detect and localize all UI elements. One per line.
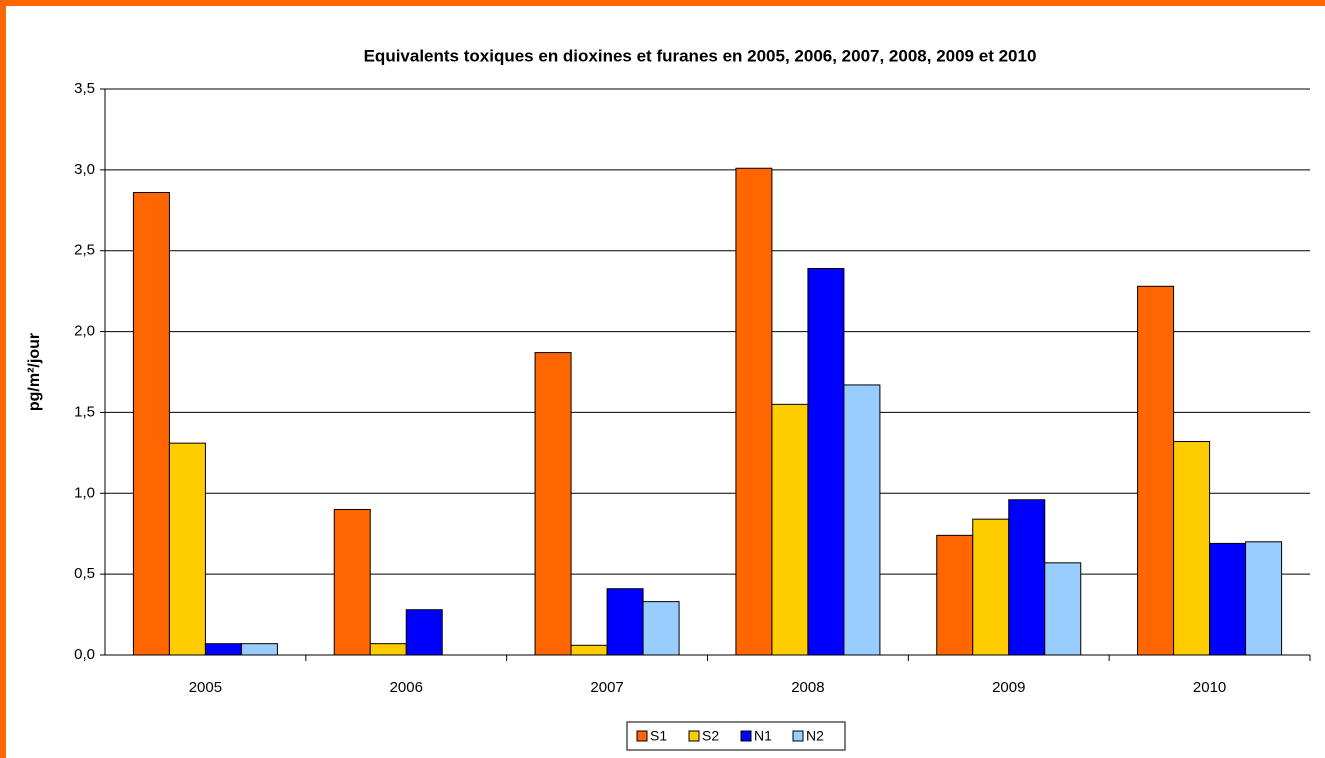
legend-swatch [792,730,804,742]
bar [168,442,206,656]
bar [606,588,644,656]
x-tick-label: 2010 [1193,679,1226,696]
y-tick-label: 0,5 [74,565,95,582]
legend-swatch [688,730,700,742]
legend-box [626,721,846,751]
frame-left [0,0,6,758]
legend-label: N1 [754,728,772,744]
chart-title: Equivalents toxiques en dioxines et fura… [364,46,1037,65]
x-tick-label: 2008 [791,679,824,696]
bar [570,644,608,656]
legend-swatch [740,730,752,742]
y-tick-label: 2,5 [74,242,95,259]
legend-swatch [636,730,648,742]
bar [972,518,1010,656]
legend-label: S1 [650,728,667,744]
bar [1209,542,1247,656]
bar [1044,562,1082,656]
bar [807,268,845,656]
x-tick-label: 2005 [189,679,222,696]
bar [534,352,572,656]
x-tick-label: 2009 [992,679,1025,696]
bar [1137,285,1175,656]
x-tick-label: 2006 [390,679,423,696]
y-tick-label: 0,0 [74,646,95,663]
frame-top [0,0,1325,6]
bar [642,601,680,656]
bar [1008,499,1046,656]
bar [369,643,407,656]
y-tick-label: 2,0 [74,323,95,340]
y-tick-label: 3,5 [74,80,95,97]
bar [1173,441,1211,656]
bar [1245,541,1283,656]
bar [405,609,443,656]
bar [735,167,773,656]
x-tick-label: 2007 [590,679,623,696]
legend-label: S2 [702,728,719,744]
y-tick-label: 1,0 [74,484,95,501]
bar [333,508,371,656]
bar [936,534,974,656]
bar [132,191,170,656]
legend-label: N2 [806,728,824,744]
bar [204,643,242,656]
y-axis-label: pg/m²/jour [26,333,43,411]
y-tick-label: 3,0 [74,161,95,178]
bar [771,403,809,656]
y-tick-label: 1,5 [74,403,95,420]
bar [843,384,881,656]
bar [240,643,278,656]
